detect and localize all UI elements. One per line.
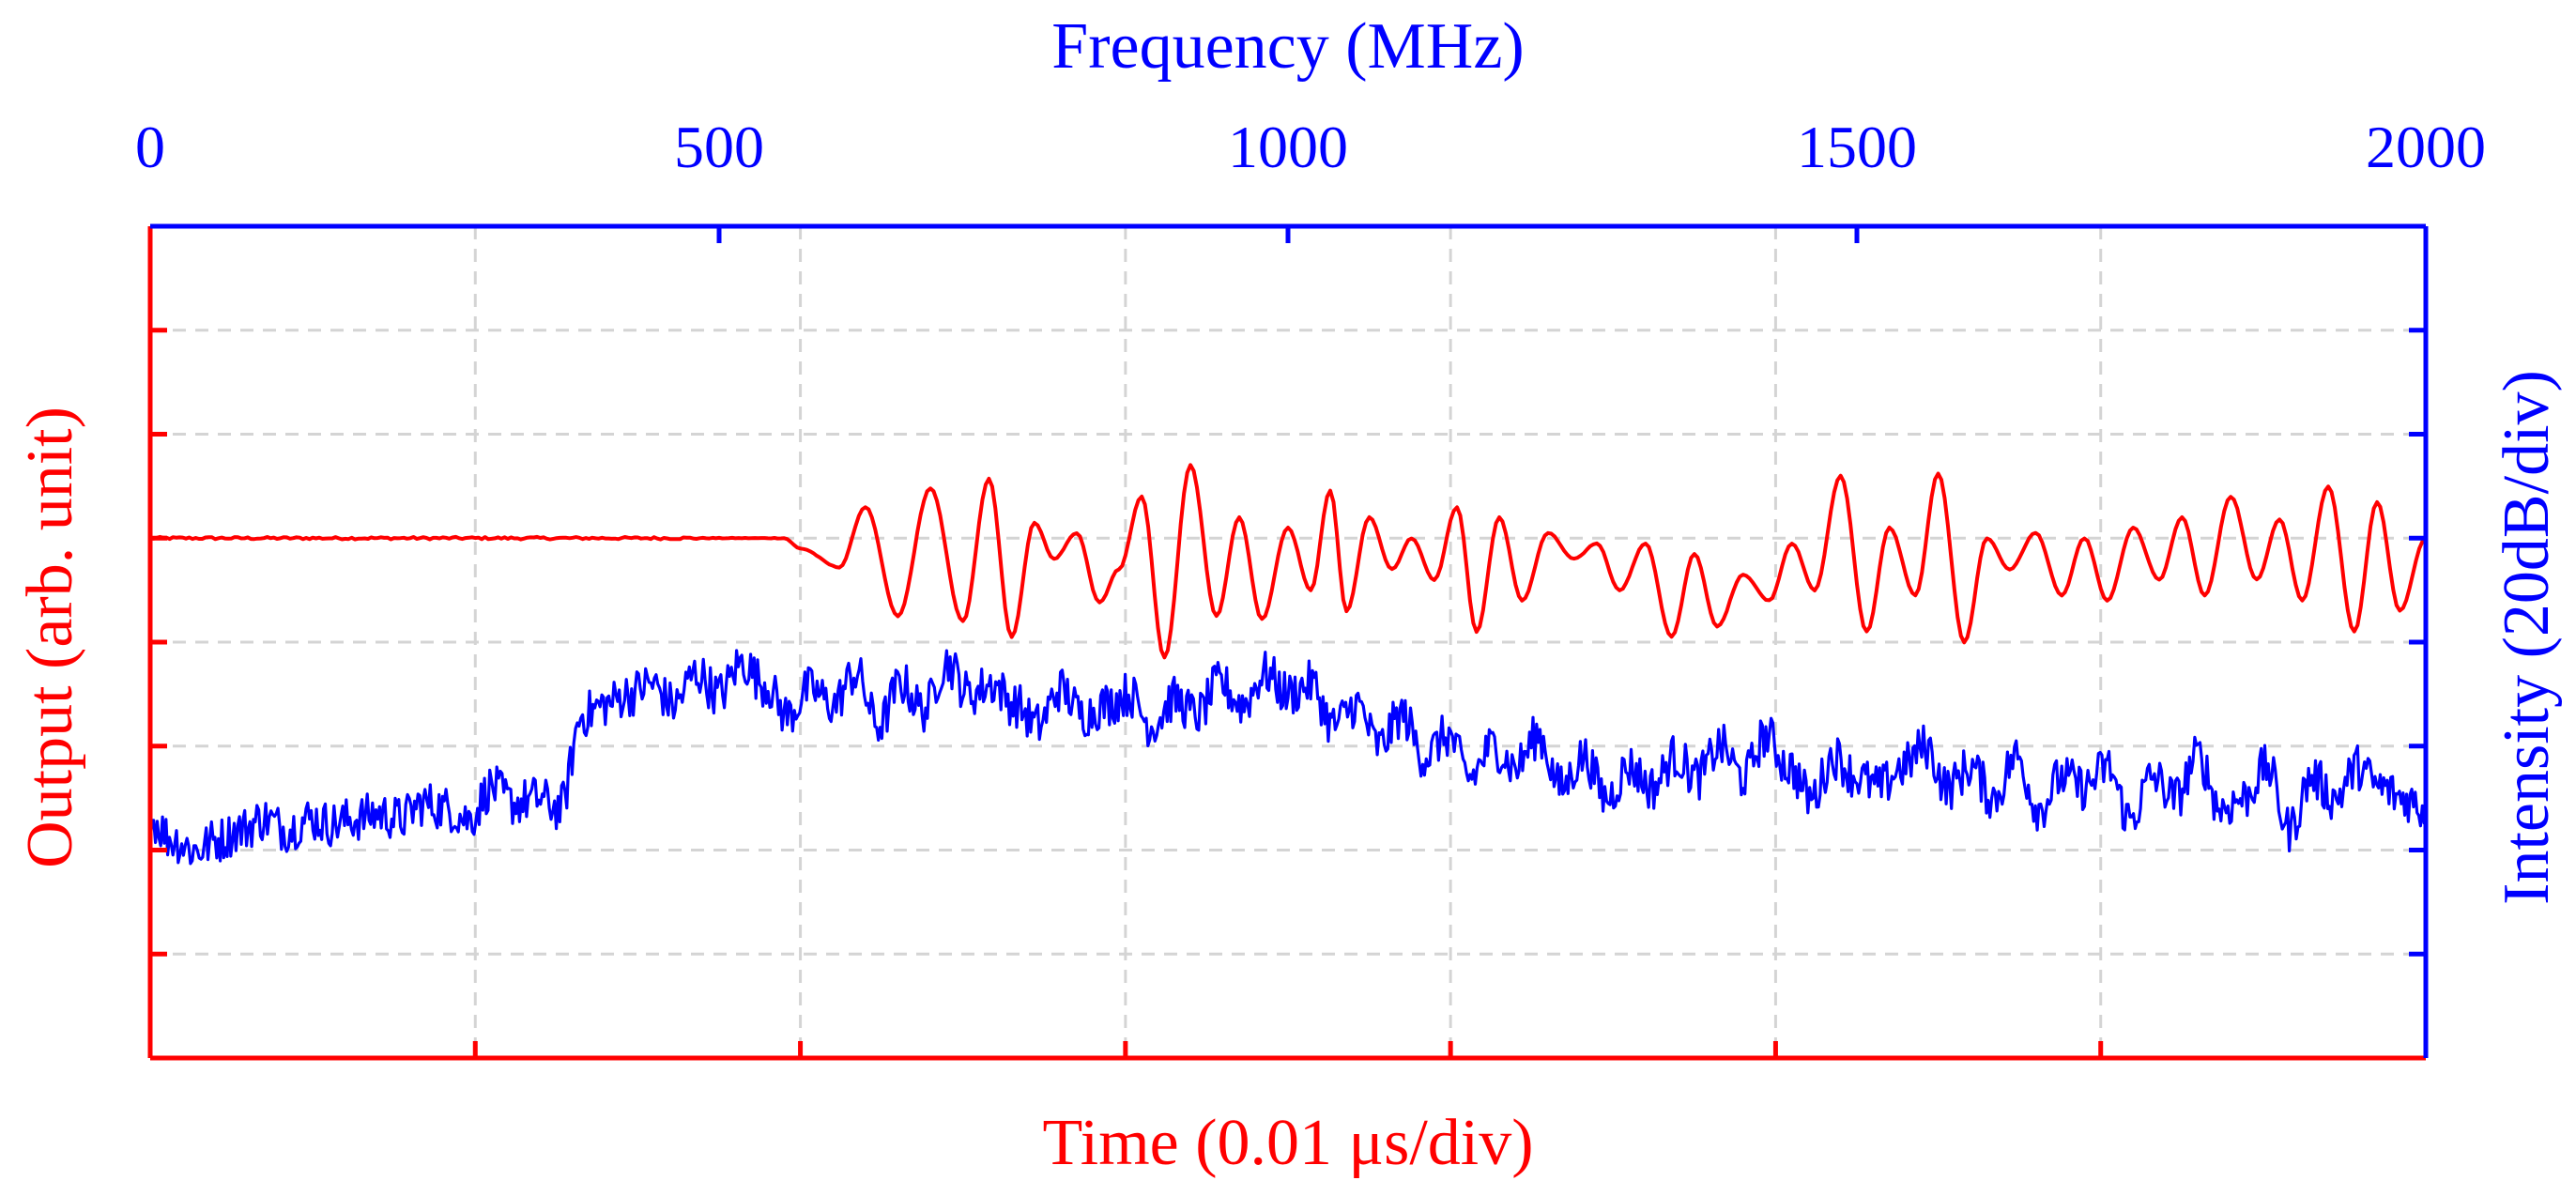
tick-labels: 0 500 1000 1500 2000 bbox=[135, 114, 2486, 180]
top-tick-label: 0 bbox=[135, 114, 165, 180]
series-output-line bbox=[149, 463, 2428, 660]
tick-marks bbox=[150, 226, 2426, 1058]
top-tick-label: 500 bbox=[674, 114, 764, 180]
left-axis-label: Output (arb. unit) bbox=[14, 406, 86, 868]
grid-lines bbox=[150, 226, 2426, 1058]
right-axis-label: Intensity (20dB/div) bbox=[2491, 370, 2563, 905]
bottom-axis-label: Time (0.01 μs/div) bbox=[1042, 1107, 1533, 1179]
top-tick-label: 1500 bbox=[1797, 114, 1917, 180]
top-tick-label: 2000 bbox=[2366, 114, 2486, 180]
series-layer bbox=[148, 463, 2428, 866]
series-intensity-line bbox=[148, 649, 2428, 866]
top-axis-label: Frequency (MHz) bbox=[1051, 10, 1524, 83]
top-tick-label: 1000 bbox=[1228, 114, 1348, 180]
